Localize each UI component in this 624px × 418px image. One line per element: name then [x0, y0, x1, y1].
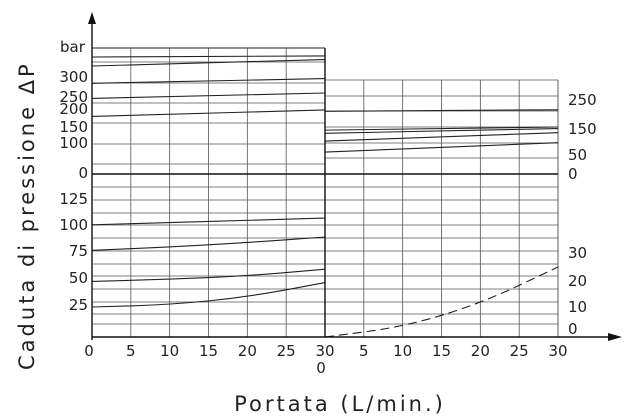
y-tick-label-right: 150: [568, 120, 597, 138]
y-tick-label: 25: [69, 296, 88, 314]
x-tick-label: 5: [126, 342, 136, 360]
y-tick-label: 300: [59, 68, 88, 86]
y-tick-label-right: 0: [568, 165, 578, 183]
series-line: [91, 236, 326, 251]
series-line: [91, 109, 326, 117]
x-tick-label: 0: [84, 342, 94, 360]
series-line: [91, 58, 326, 67]
x-tick-label: 15: [432, 342, 451, 360]
y-tick-label-right: 50: [568, 146, 587, 164]
y-tick-label-right: 30: [568, 244, 587, 262]
x-tick-label: 25: [277, 342, 296, 360]
series-line: [324, 109, 559, 112]
text-layer: bar Caduta di pressione ΔP Portata (L/mi…: [15, 38, 446, 416]
x-tick-label: 30: [315, 342, 334, 360]
y-tick-label-right: 10: [568, 298, 587, 316]
y-tick-label: 100: [59, 216, 88, 234]
y-tick-label: 0: [78, 164, 88, 182]
y-tick-label: 200: [59, 100, 88, 118]
x-tick-mid-below: 0: [316, 359, 326, 377]
series-line: [324, 128, 559, 134]
y-tick-label: 150: [59, 118, 88, 136]
x-tick-label: 5: [359, 342, 369, 360]
y-tick-label-right: 20: [568, 272, 587, 290]
x-axis-title: Portata (L/min.): [234, 392, 446, 416]
y-axis-arrow: [88, 12, 96, 24]
series-line: [91, 78, 326, 84]
x-tick-label: 30: [548, 342, 567, 360]
series-line: [91, 268, 326, 282]
tick-layer: 0 5 10 15 20 25 30 5 10 15 20 25 3030025020015010001…: [59, 68, 596, 360]
y-tick-label-right: 250: [568, 91, 597, 109]
y-axis-title: Caduta di pressione ΔP: [15, 61, 39, 370]
series-line: [324, 142, 559, 153]
y-tick-label: 50: [69, 269, 88, 287]
series-line: [324, 126, 559, 131]
series-line: [324, 266, 559, 338]
y-tick-label: 100: [59, 134, 88, 152]
series-line: [324, 132, 559, 142]
y-tick-label-right: 0: [568, 320, 578, 338]
x-tick-label: 20: [238, 342, 257, 360]
axis-layer: [88, 12, 622, 341]
x-tick-label: 20: [471, 342, 490, 360]
y-tick-label: 250: [59, 88, 88, 106]
series-line: [91, 282, 326, 308]
unit-label: bar: [60, 38, 86, 56]
series-line: [91, 217, 326, 226]
x-axis-arrow: [608, 333, 622, 341]
y-tick-label: 75: [69, 242, 88, 260]
series-line: [91, 55, 326, 58]
y-tick-label: 125: [59, 190, 88, 208]
x-tick-label: 10: [393, 342, 412, 360]
x-tick-label: 10: [160, 342, 179, 360]
curve-layer: [91, 47, 559, 338]
x-tick-label: 15: [199, 342, 218, 360]
x-tick-label: 25: [510, 342, 529, 360]
series-line: [91, 92, 326, 99]
